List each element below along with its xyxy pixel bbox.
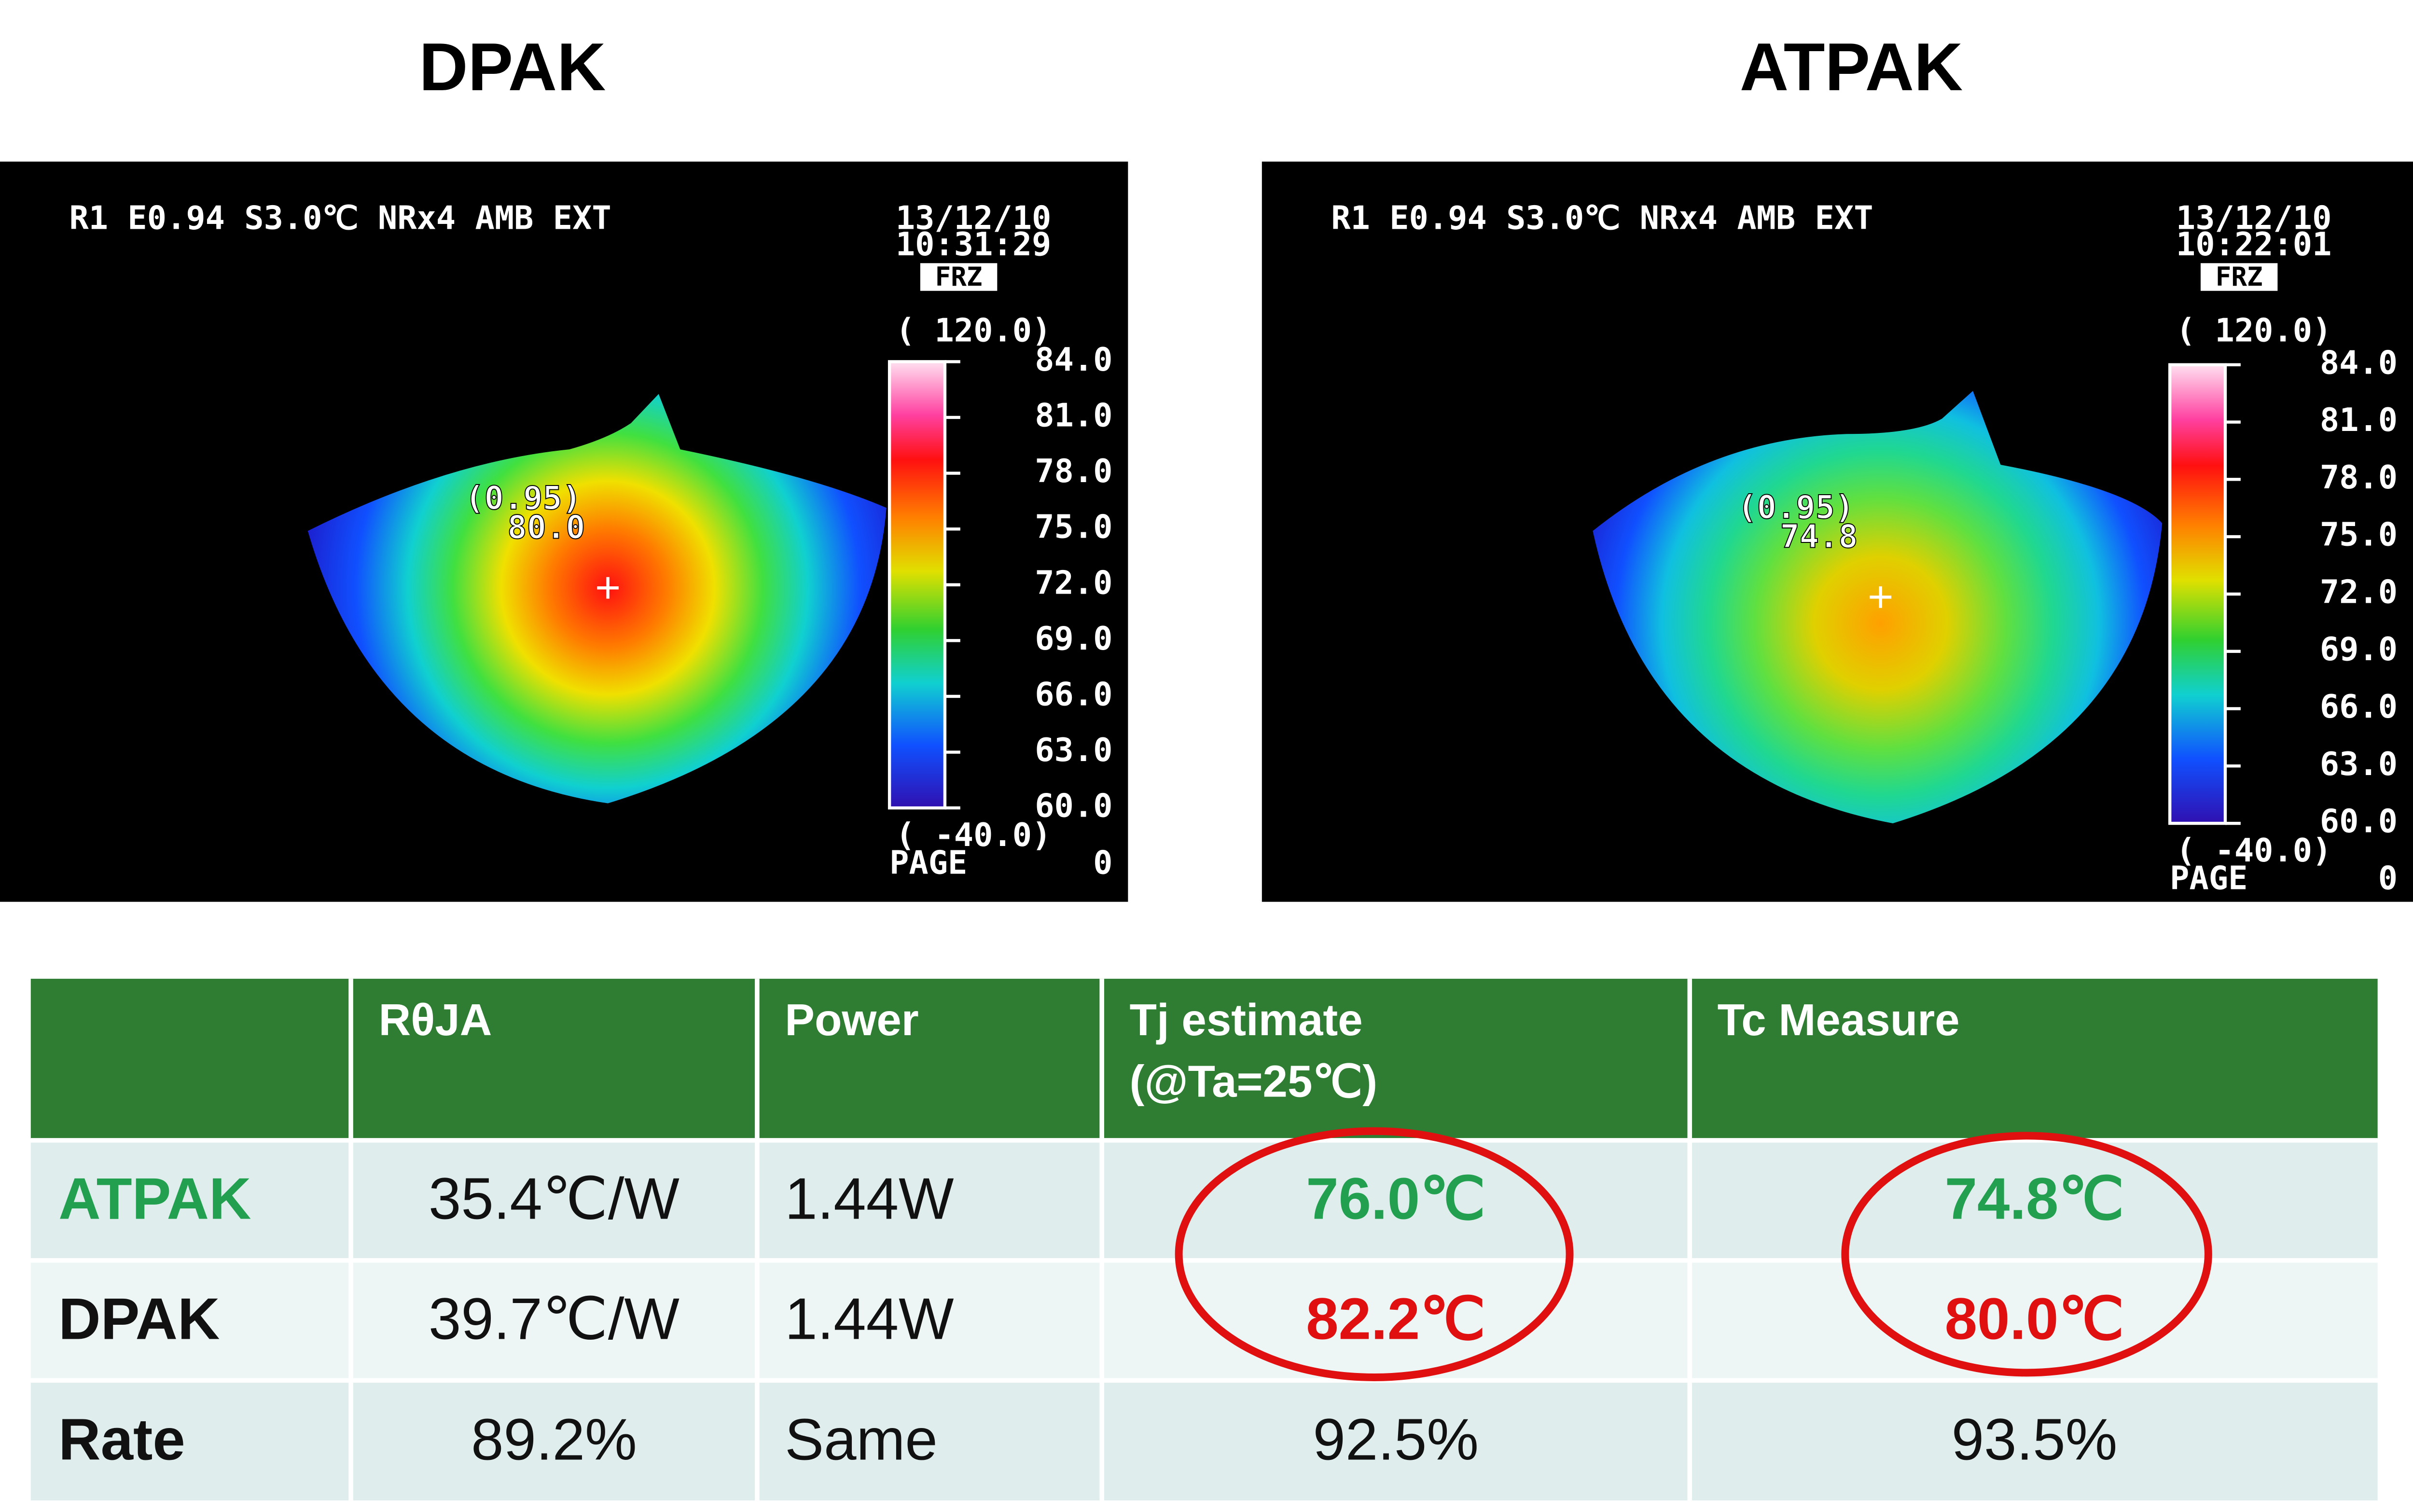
scale-label: 84.0	[2320, 344, 2398, 381]
scale-bar	[2168, 363, 2227, 825]
heat-blob	[1593, 390, 2163, 824]
date: 13/12/10	[896, 199, 1051, 237]
heat-blob	[307, 394, 887, 804]
highlight-circle	[1841, 1132, 2212, 1377]
range-max: ( 120.0)	[896, 311, 1051, 349]
row-label: ATPAK	[58, 1166, 251, 1232]
scale-label: 63.0	[2320, 745, 2398, 783]
table-cell: 74.8℃	[1945, 1166, 2124, 1232]
table-cell: 1.44W	[785, 1286, 954, 1351]
row-label: DPAK	[58, 1286, 220, 1351]
header-cell: RθJA	[378, 995, 492, 1045]
scale-label: 66.0	[1035, 675, 1112, 713]
page-label: PAGE	[2170, 860, 2247, 897]
scale-label: 63.0	[1035, 731, 1112, 769]
crosshair	[597, 577, 619, 599]
spot-temperature: 74.8	[1780, 518, 1858, 555]
time: 10:31:29	[896, 225, 1051, 263]
highlight-circle	[1175, 1127, 1574, 1381]
time: 10:22:01	[2176, 225, 2331, 263]
scale-label: 84.0	[1035, 341, 1112, 378]
page-label: PAGE	[889, 844, 967, 882]
scale-label: 72.0	[2320, 573, 2398, 610]
scale-label: 75.0	[2320, 516, 2398, 554]
row-label: Rate	[58, 1407, 185, 1472]
table-row	[30, 1382, 2378, 1501]
mode: FRZ	[935, 262, 983, 292]
scale-label: 69.0	[1035, 620, 1112, 657]
header-cell: Power	[785, 995, 919, 1045]
scale-label: 60.0	[1035, 787, 1112, 825]
info-line: R1 E0.94 S3.0℃ NRx4 AMB EXT	[1331, 199, 1873, 237]
mode-box	[920, 263, 998, 291]
panel-title: ATPAK	[1740, 29, 1963, 105]
table-cell: 35.4℃/W	[429, 1166, 680, 1232]
header-cell: (@Ta=25℃)	[1130, 1056, 1377, 1107]
mode: FRZ	[2216, 262, 2263, 292]
table-cell: 82.2℃	[1306, 1286, 1485, 1351]
table-cell: 92.5%	[1313, 1407, 1479, 1472]
scale-label: 81.0	[1035, 397, 1112, 434]
scale-bar	[888, 360, 947, 810]
table-header	[30, 979, 2378, 1139]
table-cell: 80.0℃	[1945, 1286, 2124, 1351]
scale-label: 60.0	[2320, 803, 2398, 840]
table-cell: 89.2%	[471, 1407, 637, 1472]
header-cell: Tc Measure	[1718, 995, 1960, 1045]
page-number: 0	[1093, 844, 1112, 882]
header-cell: Tj estimate	[1130, 995, 1363, 1045]
range-min: ( -40.0)	[2176, 832, 2331, 869]
panel-title: DPAK	[419, 29, 606, 105]
scale-label: 78.0	[1035, 452, 1112, 490]
info-line: R1 E0.94 S3.0℃ NRx4 AMB EXT	[69, 199, 611, 237]
date: 13/12/10	[2176, 199, 2331, 237]
scale-label: 75.0	[1035, 508, 1112, 546]
page-number: 0	[2378, 860, 2398, 897]
scale-label: 66.0	[2320, 688, 2398, 725]
table-cell: 1.44W	[785, 1166, 954, 1232]
table-cell: 93.5%	[1952, 1407, 2118, 1472]
scale-label: 81.0	[2320, 401, 2398, 439]
mode-box	[2200, 263, 2278, 291]
range-max: ( 120.0)	[2176, 311, 2331, 349]
table-cell: Same	[785, 1407, 938, 1472]
table-row	[30, 1142, 2378, 1259]
table-cell: 76.0℃	[1306, 1166, 1485, 1232]
range-min: ( -40.0)	[896, 816, 1051, 854]
scale-label: 72.0	[1035, 564, 1112, 601]
spot-emissivity: (0.95)	[1737, 488, 1854, 526]
spot-temperature: 80.0	[507, 508, 585, 546]
crosshair	[1870, 586, 1892, 608]
scale-label: 69.0	[2320, 630, 2398, 668]
table-cell: 39.7℃/W	[429, 1286, 680, 1351]
spot-emissivity: (0.95)	[465, 479, 582, 517]
scale-label: 78.0	[2320, 458, 2398, 496]
